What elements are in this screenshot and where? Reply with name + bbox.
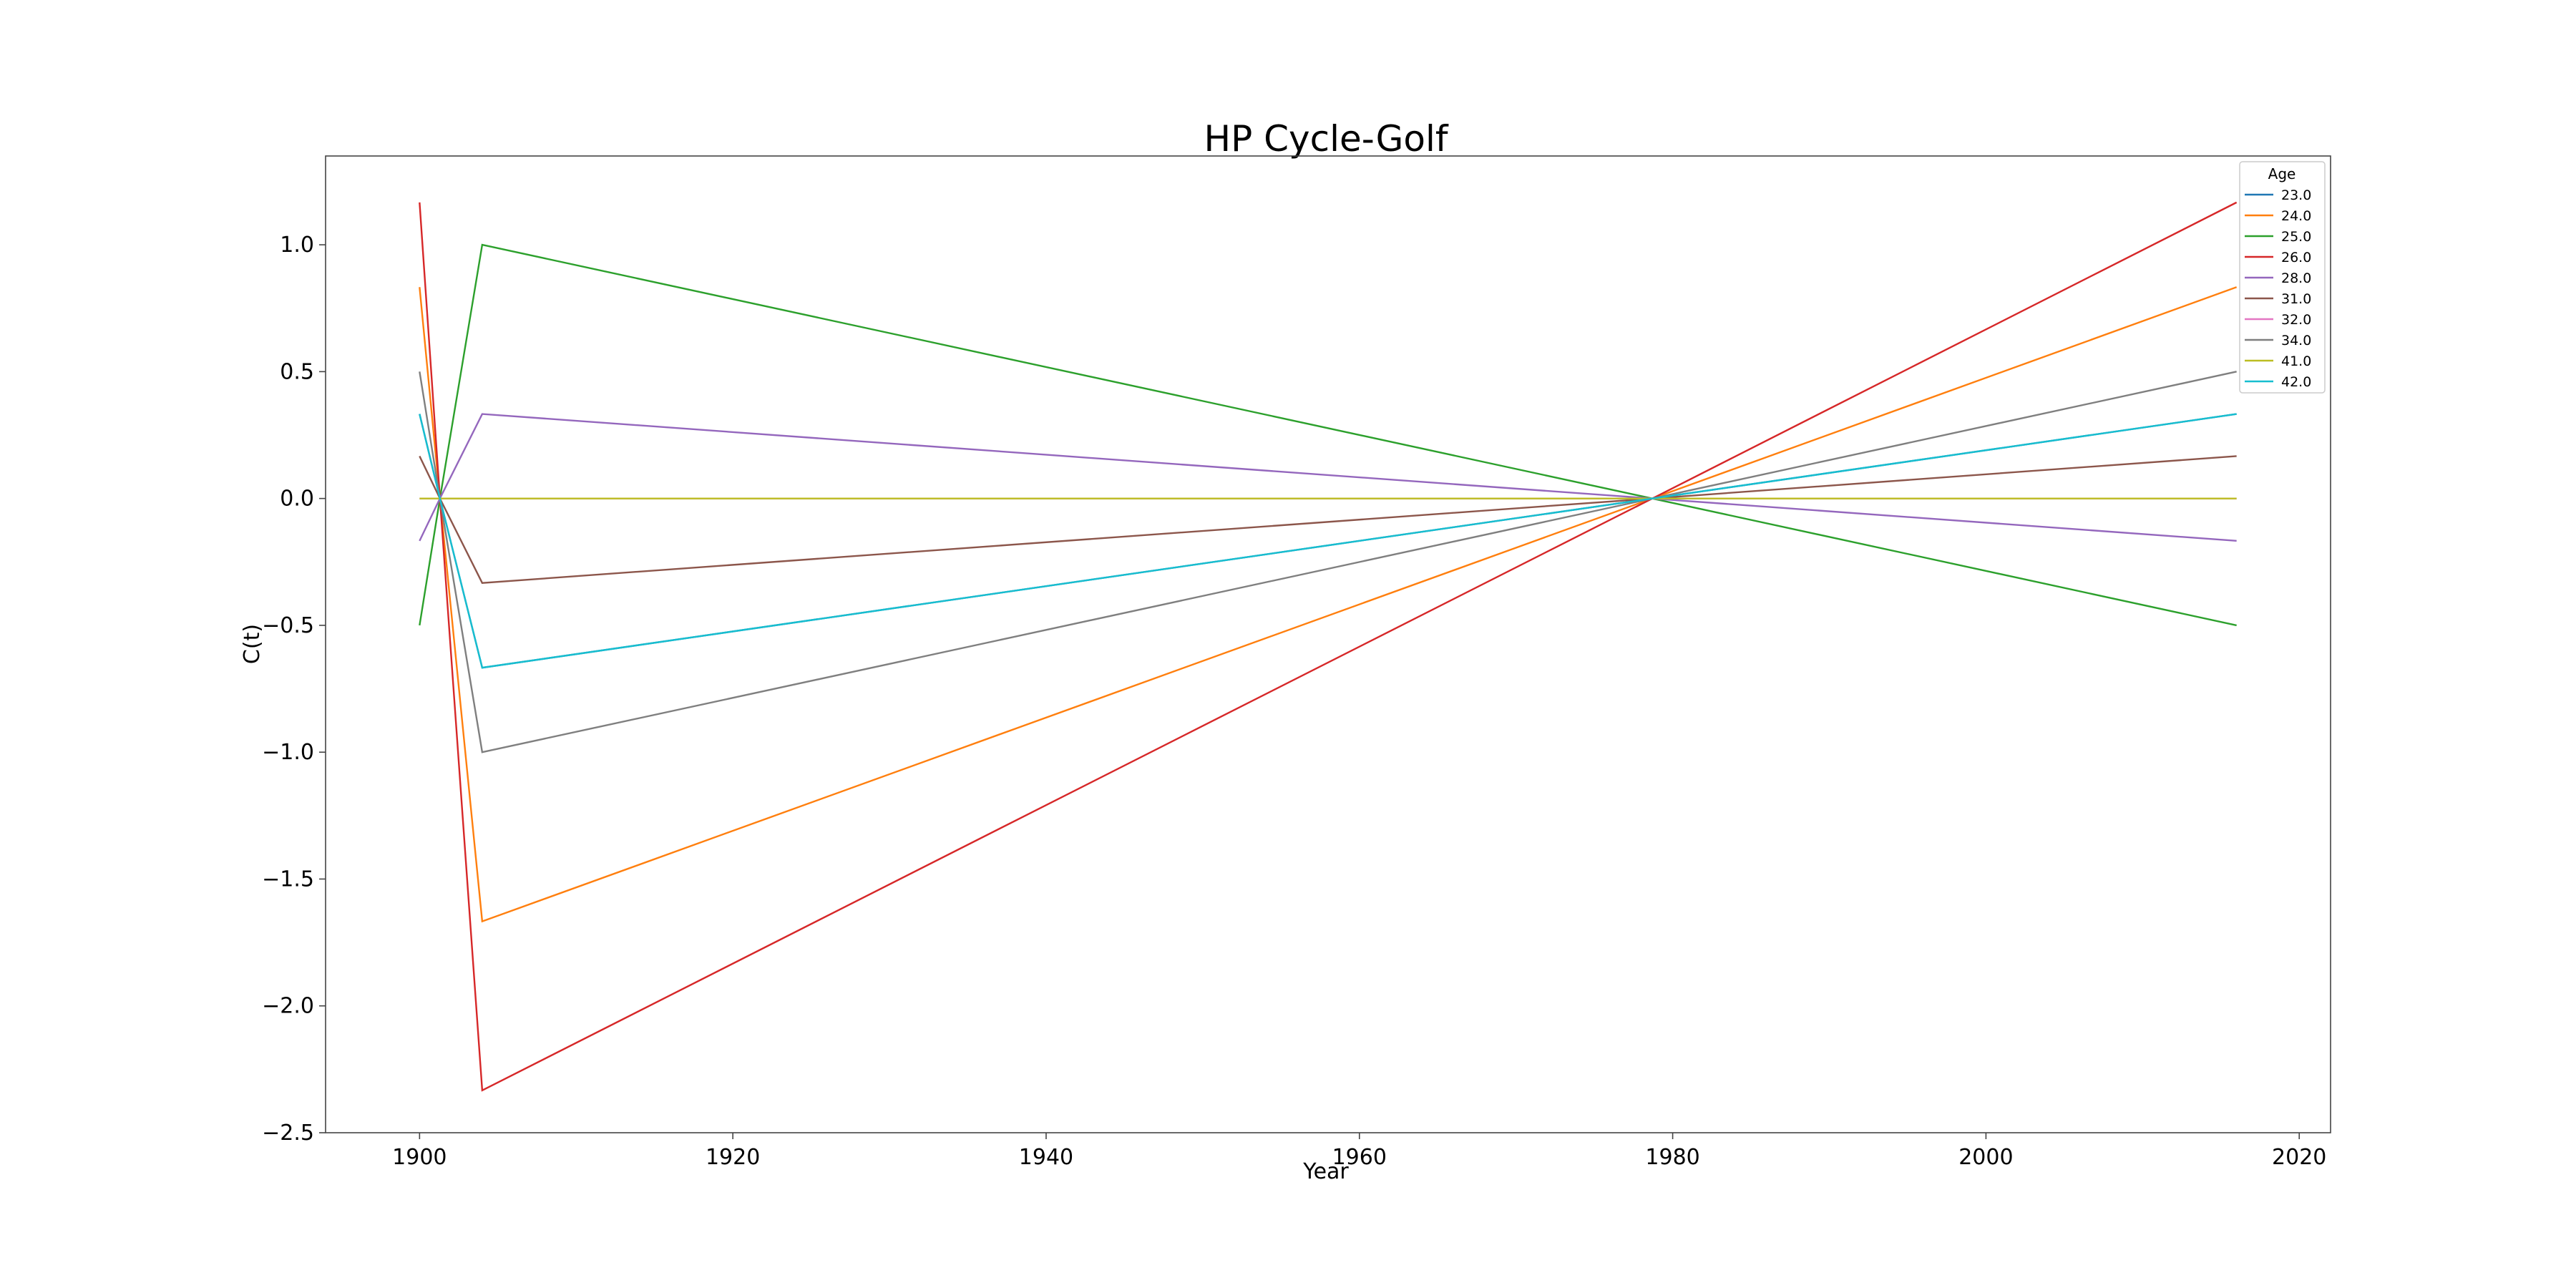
x-axis: 1900 1920 1940 1960 1980 2000 2020 [392,1133,2326,1170]
series-layer [419,201,2238,1092]
legend-label: 25.0 [2281,229,2311,245]
series-line-26.0 [419,201,2238,1092]
plot-frame [325,155,2331,1133]
series-line-25.0 [419,243,2237,627]
series-line-34.0 [419,371,2237,753]
y-tick-label: −1.0 [262,740,314,765]
legend-label: 41.0 [2281,353,2311,369]
y-tick-label: −1.5 [262,867,314,892]
legend-label: 32.0 [2281,312,2311,328]
x-tick-label: 1940 [1019,1145,1073,1170]
x-tick-label: 1920 [706,1145,760,1170]
legend-label: 34.0 [2281,333,2311,348]
x-tick-label: 2000 [1958,1145,2013,1170]
y-tick-label: 0.0 [280,487,314,512]
x-tick-label: 1960 [1332,1145,1387,1170]
y-axis-label: C(t) [240,624,265,664]
series-line-31.0 [419,455,2237,584]
series-line-23.0 [419,413,2237,669]
y-tick-label: −0.5 [262,613,314,638]
series-line-28.0 [419,413,2237,542]
series-line-24.0 [419,286,2238,923]
legend-title: Age [2268,165,2296,182]
x-tick-label: 1980 [1645,1145,1699,1170]
legend-label: 42.0 [2281,374,2311,390]
legend: Age 23.0 24.0 25.0 26.0 28.0 31.0 32.0 34.0 41.0… [2239,161,2326,394]
chart-title: HP Cycle-Golf [1204,118,1449,160]
legend-label: 26.0 [2281,250,2311,265]
legend-label: 24.0 [2281,208,2311,224]
x-tick-label: 1900 [392,1145,447,1170]
legend-label: 23.0 [2281,187,2311,203]
y-axis: −2.5 −2.0 −1.5 −1.0 −0.5 0.0 0.5 1.0 [262,233,326,1146]
y-tick-label: −2.0 [262,994,314,1019]
legend-box [2239,161,2326,394]
y-tick-label: 1.0 [280,233,314,258]
y-tick-label: −2.5 [262,1121,314,1146]
legend-items: 23.0 24.0 25.0 26.0 28.0 31.0 32.0 34.0 41.0 42.0 [2245,187,2311,390]
y-tick-label: 0.5 [280,359,314,384]
legend-label: 28.0 [2281,270,2311,286]
x-tick-label: 2020 [2272,1145,2326,1170]
legend-label: 31.0 [2281,291,2311,307]
x-axis-label: Year [1302,1159,1349,1184]
series-line-42.0 [419,413,2237,669]
